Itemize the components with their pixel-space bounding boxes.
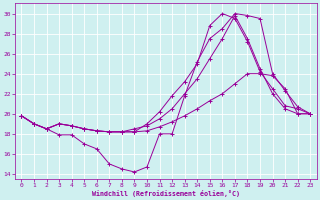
X-axis label: Windchill (Refroidissement éolien,°C): Windchill (Refroidissement éolien,°C) bbox=[92, 190, 240, 197]
